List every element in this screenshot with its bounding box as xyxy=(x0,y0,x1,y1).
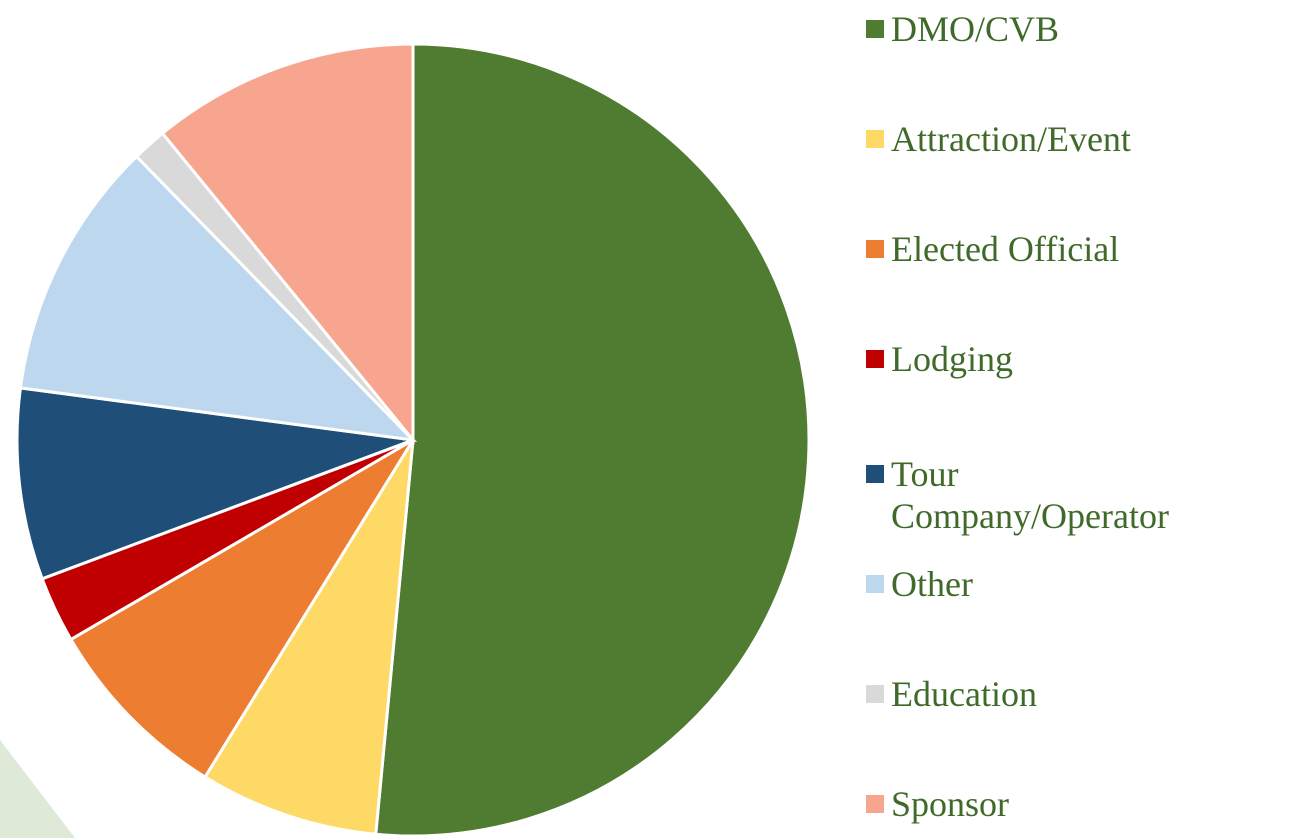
legend-item: Tour Company/Operator xyxy=(866,453,1206,537)
pie-slice xyxy=(15,386,414,581)
legend-swatch xyxy=(866,465,884,483)
legend-label: Lodging xyxy=(891,339,1013,379)
legend-label: Elected Official xyxy=(891,229,1120,269)
legend-label: Other xyxy=(891,564,973,604)
legend-item: Education xyxy=(866,673,1206,715)
pie-slice xyxy=(68,438,415,780)
legend-item: Other xyxy=(866,563,1206,605)
decoration xyxy=(0,740,75,838)
pie-slice xyxy=(374,42,811,838)
pie-slice xyxy=(202,439,415,836)
legend-item: Lodging xyxy=(866,338,1206,380)
legend-item: Elected Official xyxy=(866,228,1206,270)
legend-label: Sponsor xyxy=(891,784,1010,824)
pie-slice xyxy=(18,154,418,443)
legend-swatch xyxy=(866,575,884,593)
legend-label: Attraction/Event xyxy=(891,119,1131,159)
legend-label: DMO/CVB xyxy=(891,9,1060,49)
legend-swatch xyxy=(866,20,884,38)
legend-swatch xyxy=(866,240,884,258)
legend-item: DMO/CVB xyxy=(866,8,1206,50)
legend-item: Sponsor xyxy=(866,783,1206,825)
legend-item: Attraction/Event xyxy=(866,118,1206,160)
legend-label: Tour Company/Operator xyxy=(891,454,1169,536)
legend-swatch xyxy=(866,685,884,703)
legend-label: Education xyxy=(891,674,1037,714)
pie-slice xyxy=(160,42,415,445)
legend-swatch xyxy=(866,350,884,368)
legend-swatch xyxy=(866,795,884,813)
legend-swatch xyxy=(866,130,884,148)
